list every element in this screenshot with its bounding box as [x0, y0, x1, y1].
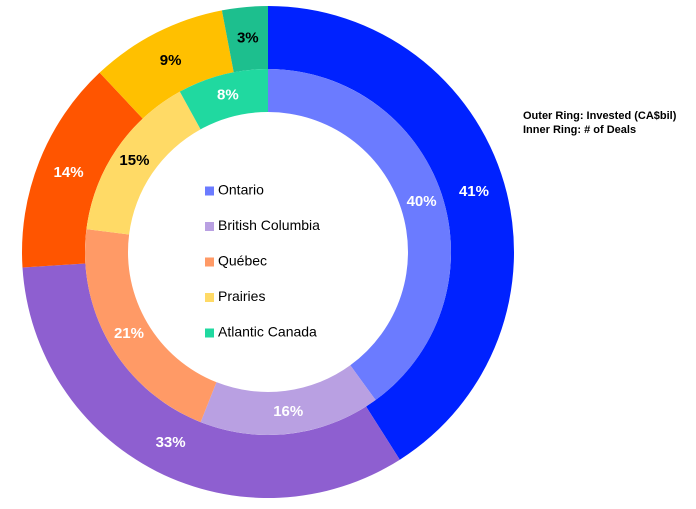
- value-label: 3%: [237, 29, 259, 46]
- legend-label: Ontario: [218, 182, 264, 198]
- donut-slice: [22, 72, 143, 268]
- series-note: Outer Ring: Invested (CA$bil): [523, 110, 677, 122]
- legend-swatch: [205, 222, 214, 231]
- legend-label: Atlantic Canada: [218, 324, 317, 340]
- legend-swatch: [205, 257, 214, 267]
- donut-slice: [22, 263, 400, 498]
- donut-slice: [84, 229, 217, 423]
- donut-slice: [221, 6, 268, 73]
- value-label: 16%: [273, 403, 303, 420]
- legend-swatch: [205, 186, 214, 196]
- value-label: 40%: [407, 193, 437, 210]
- value-label: 14%: [54, 164, 84, 181]
- donut-slice: [179, 69, 268, 130]
- legend-label: Québec: [218, 253, 267, 269]
- donut-slice: [86, 91, 201, 235]
- value-label: 8%: [217, 87, 239, 104]
- value-label: 33%: [156, 434, 186, 451]
- value-label: 15%: [119, 152, 149, 169]
- donut-slice: [268, 69, 451, 401]
- donut-slice: [268, 6, 514, 460]
- value-label: 21%: [114, 325, 144, 342]
- value-label: 9%: [160, 52, 182, 69]
- series-note: Inner Ring: # of Deals: [523, 124, 636, 136]
- donut-slice: [99, 10, 234, 119]
- legend-swatch: [205, 293, 214, 302]
- donut-slice: [200, 365, 376, 435]
- value-label: 41%: [459, 183, 489, 200]
- legend-label: Prairies: [218, 288, 265, 304]
- legend-swatch: [205, 328, 214, 338]
- legend-label: British Columbia: [218, 217, 320, 233]
